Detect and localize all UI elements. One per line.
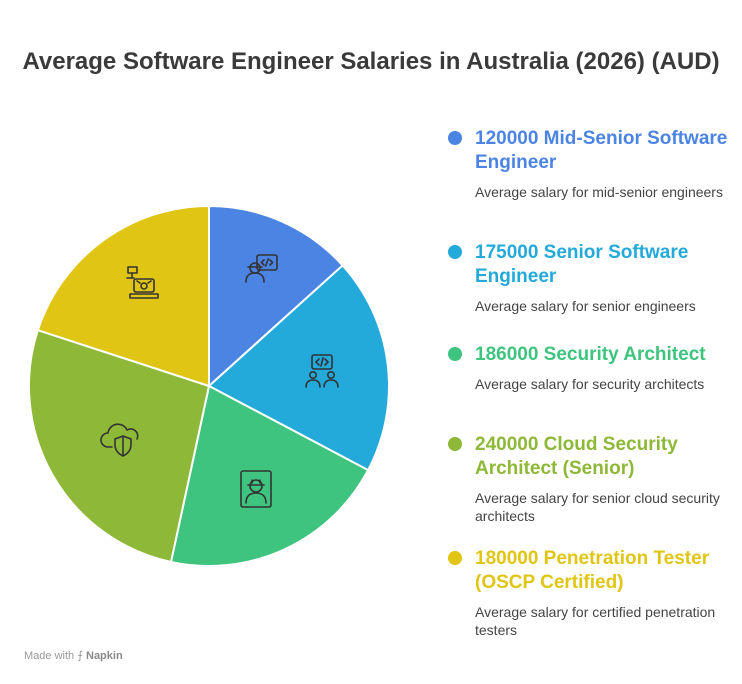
legend-item-security-architect: 186000 Security Architect Average salary… [448, 343, 728, 393]
team-code-icon [305, 354, 339, 388]
legend-title: 186000 Security Architect [475, 344, 706, 365]
chart-title: Average Software Engineer Salaries in Au… [22, 48, 720, 75]
napkin-logo-icon: ⨍ [77, 650, 83, 662]
footer-branding: Made with ⨍ Napkin [24, 649, 123, 662]
legend-item-cloud-security-architect: 240000 Cloud Security Architect (Senior)… [448, 433, 728, 525]
legend-dot [448, 551, 462, 565]
pie-slice-4 [28, 328, 211, 564]
pentest-laptop-icon [126, 266, 159, 299]
pie-slice-5 [36, 204, 210, 388]
pie-slice-1 [208, 204, 345, 389]
legend-item-penetration-tester: 180000 Penetration Tester (OSCP Certifie… [448, 547, 728, 639]
legend-title: 240000 Cloud Security Architect (Senior) [475, 434, 678, 479]
legend-description: Average salary for certified penetration… [475, 604, 716, 638]
legend-description: Average salary for security architects [475, 376, 705, 392]
legend-dot [448, 347, 462, 361]
napkin-brand: Napkin [86, 650, 123, 662]
legend-item-mid-senior: 120000 Mid-Senior Software Engineer Aver… [448, 127, 728, 201]
legend-item-senior: 175000 Senior Software Engineer Average … [448, 241, 728, 315]
cloud-shield-icon [100, 423, 139, 457]
legend-dot [448, 437, 462, 451]
legend-dot [448, 245, 462, 259]
pie-slice-2 [207, 264, 390, 472]
legend-title: 180000 Penetration Tester (OSCP Certifie… [475, 548, 710, 593]
made-with-text: Made with [24, 650, 75, 662]
legend-description: Average salary for senior cloud security… [475, 490, 720, 524]
legend-dot [448, 131, 462, 145]
legend-description: Average salary for senior engineers [475, 298, 696, 314]
legend-title: 120000 Mid-Senior Software Engineer [475, 128, 728, 173]
code-engineer-icon [245, 254, 278, 283]
legend-title: 175000 Senior Software Engineer [475, 242, 689, 287]
legend-description: Average salary for mid-senior engineers [475, 184, 723, 200]
pie-slice-3 [169, 384, 370, 567]
architect-profile-icon [240, 470, 272, 508]
